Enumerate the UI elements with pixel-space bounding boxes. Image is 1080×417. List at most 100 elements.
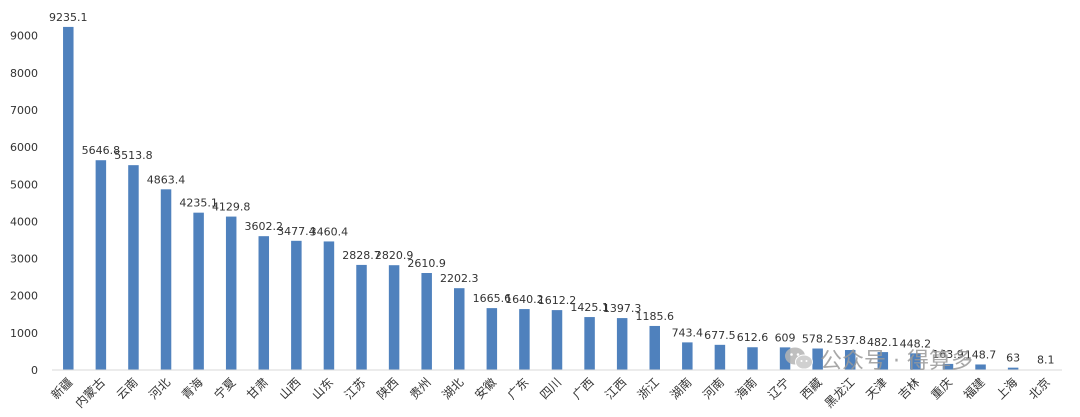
data-label: 4129.8 [212, 201, 251, 214]
bar [421, 273, 432, 370]
x-tick-label: 山东 [309, 375, 336, 402]
bar [128, 165, 139, 370]
y-tick-label: 2000 [10, 290, 38, 303]
data-label: 612.6 [737, 331, 769, 344]
y-tick-label: 1000 [10, 327, 38, 340]
bar [584, 317, 595, 370]
x-tick-label: 吉林 [896, 375, 923, 402]
x-tick-label: 河南 [699, 375, 727, 403]
y-tick-label: 0 [31, 364, 38, 377]
x-tick-label: 云南 [113, 375, 141, 403]
data-label: 3602.2 [245, 220, 284, 233]
data-label: 2610.9 [407, 257, 446, 270]
bar [682, 342, 693, 370]
wechat-icon [785, 347, 813, 370]
x-tick-label: 江西 [602, 375, 629, 402]
data-label: 677.5 [704, 329, 736, 342]
bar [616, 318, 628, 370]
data-label: 2828.7 [342, 249, 381, 262]
x-tick-label: 浙江 [635, 375, 662, 402]
x-tick-label: 宁夏 [211, 375, 239, 403]
data-label: 482.1 [867, 336, 899, 349]
x-tick-label: 甘肃 [244, 375, 271, 402]
data-label: 1612.2 [538, 294, 577, 307]
bar [910, 353, 921, 370]
bar [323, 241, 335, 370]
x-tick-label: 天津 [863, 375, 890, 402]
y-tick-label: 7000 [10, 104, 38, 117]
x-tick-label: 内蒙古 [72, 375, 108, 411]
x-tick-label: 辽宁 [765, 375, 793, 403]
x-tick-label: 湖北 [439, 375, 467, 403]
data-label: 148.7 [965, 348, 997, 361]
bar [975, 364, 986, 370]
bar [551, 310, 563, 370]
x-tick-label: 黑龙江 [822, 375, 857, 410]
bar [486, 308, 498, 370]
bar [225, 216, 237, 370]
data-label: 5646.8 [82, 144, 121, 157]
bar [291, 240, 302, 370]
bar [1007, 367, 1019, 370]
data-label: 743.4 [672, 326, 704, 339]
data-label: 163.9 [932, 348, 964, 361]
data-label: 9235.1 [49, 11, 88, 24]
x-tick-label: 陕西 [374, 375, 402, 403]
data-label: 537.8 [834, 334, 866, 347]
data-label: 1425.1 [570, 301, 609, 314]
bar [63, 26, 74, 370]
x-tick-label: 福建 [960, 375, 988, 403]
data-label: 578.2 [802, 333, 834, 346]
data-label: 1185.6 [635, 310, 674, 323]
data-label: 3460.4 [310, 225, 349, 238]
y-tick-label: 8000 [10, 67, 38, 80]
bar [454, 288, 465, 370]
x-tick-label: 湖南 [667, 375, 695, 403]
bar [356, 264, 367, 370]
bar [747, 347, 758, 370]
bars [63, 26, 1051, 371]
x-tick-label: 北京 [1026, 375, 1053, 402]
bar [193, 212, 204, 370]
x-tick-label: 四川 [537, 375, 564, 402]
bar [649, 325, 660, 370]
x-tick-label: 山西 [277, 375, 304, 402]
data-label: 2202.3 [440, 272, 479, 285]
data-label: 63 [1006, 352, 1020, 365]
y-tick-label: 4000 [10, 215, 38, 228]
watermark: 公众号 · 得算多 [784, 343, 973, 375]
bar [844, 350, 856, 370]
bar [160, 189, 172, 370]
y-tick-label: 6000 [10, 141, 38, 154]
x-tick-label: 新疆 [48, 375, 76, 403]
data-label: 1665.6 [473, 292, 512, 305]
x-axis: 新疆内蒙古 云南 河北 青海 宁夏 甘肃 山西 山东 江苏 陕西 贵州 湖北 安徽 广东 四川 广西 江西 浙江湖… [48, 375, 1053, 411]
y-tick-label: 5000 [10, 178, 38, 191]
x-tick-label: 河北 [146, 375, 173, 402]
bar [812, 348, 823, 370]
y-tick-label: 9000 [10, 30, 38, 43]
watermark-text: 公众号 · 得算多 [820, 349, 973, 374]
data-label: 5513.8 [114, 149, 153, 162]
data-label: 1397.3 [603, 302, 642, 315]
data-label: 1640.2 [505, 293, 544, 306]
x-tick-label: 重庆 [928, 375, 955, 402]
bar [714, 344, 726, 370]
x-tick-label: 海南 [732, 375, 760, 403]
x-tick-label: 贵州 [407, 375, 434, 402]
x-tick-label: 广西 [570, 375, 597, 402]
y-axis: 0 1000 2000 3000 4000 5000 6000 7000 8000 9000 [10, 30, 38, 377]
data-label: 3477.4 [277, 225, 316, 238]
bar [258, 236, 270, 370]
bar [877, 352, 889, 370]
x-tick-label: 上海 [993, 375, 1021, 403]
data-label: 4863.4 [147, 173, 186, 186]
data-label: 2820.9 [375, 249, 414, 262]
x-tick-label: 青海 [178, 375, 206, 403]
bar [388, 265, 400, 370]
x-tick-label: 安徽 [471, 375, 499, 403]
bar [519, 309, 530, 370]
x-tick-label: 广东 [505, 375, 532, 402]
